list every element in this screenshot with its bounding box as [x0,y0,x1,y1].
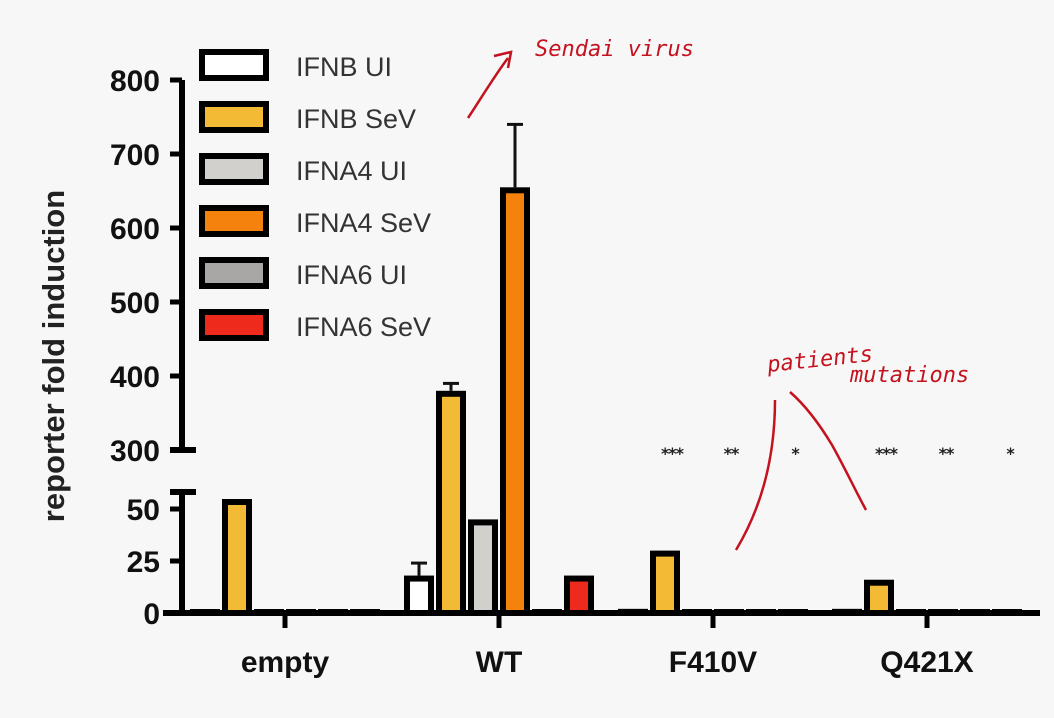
bar [832,608,862,617]
legend-swatch [199,101,269,133]
x-category-label: empty [241,646,330,679]
legend-swatch [199,205,269,237]
y-tick-label: 500 [110,287,160,320]
bar [928,609,958,616]
y-tick-label: 400 [110,361,160,394]
bar [650,550,680,616]
bar [532,609,562,616]
bars-group [190,122,1022,617]
significance-mark: * [1006,444,1015,463]
bar [564,575,594,616]
bar [468,519,498,617]
legend-item: IFNB UI [199,49,392,82]
legend-label: IFNB SeV [296,104,416,134]
significance-mark: *** [661,444,685,463]
x-category-label: WT [476,646,523,679]
bar [254,609,284,616]
y-axis-upper: 300 400 500 600 700 800 [110,65,196,468]
x-category-label: Q421X [880,646,973,679]
bar [190,609,220,616]
annotation-mutations-text: mutations [849,363,969,388]
y-axis-lower: 0 25 50 [127,489,196,631]
bar [222,499,252,616]
bar [286,609,316,616]
y-tick-label: 25 [127,546,160,579]
bar [714,609,744,616]
legend-label: IFNA6 UI [296,260,407,290]
bar [960,609,990,616]
y-tick-label: 700 [110,139,160,172]
y-axis-title: reporter fold induction [36,190,71,522]
y-tick-label: 800 [110,65,160,98]
significance-mark: * [791,444,800,463]
legend-item: IFNA6 UI [199,257,407,290]
legend-item: IFNA4 SeV [199,205,431,238]
legend-item: IFNA6 SeV [199,309,431,342]
x-axis: empty WT F410V Q421X [163,610,1040,679]
legend-swatch [199,309,269,341]
significance-mark: ** [724,444,740,463]
x-category-label: F410V [669,646,757,679]
y-tick-label: 300 [110,435,160,468]
annotation-sendai-virus: Sendai virus [466,37,694,119]
bar [682,609,712,616]
legend-item: IFNB SeV [199,101,416,134]
bar [618,608,648,617]
bar [778,609,808,616]
y-tick-label: 50 [127,494,160,527]
significance-mark: ** [939,444,955,463]
bar [350,609,380,616]
y-tick-label: 600 [110,213,160,246]
legend-label: IFNB UI [296,52,392,82]
legend: IFNB UI IFNB SeV IFNA4 UI IFNA4 SeV IFNA6 UI… [199,49,431,342]
legend-label: IFNA4 SeV [296,208,431,238]
legend-swatch [199,153,269,185]
bar [436,381,466,616]
legend-swatch [199,49,269,81]
y-tick-label: 0 [143,598,160,631]
legend-swatch [199,257,269,289]
bar [864,579,894,616]
annotation-patients-mutations: patients mutations [734,342,969,551]
legend-label: IFNA6 SeV [296,312,431,342]
bar [896,609,926,616]
bar [500,122,530,617]
bar [992,609,1022,616]
bar [318,609,348,616]
significance-marks: *** ** * *** ** * [661,444,1016,463]
legend-label: IFNA4 UI [296,156,407,186]
bar [746,609,776,616]
significance-mark: *** [875,444,899,463]
annotation-sendai-text: Sendai virus [535,37,694,62]
legend-item: IFNA4 UI [199,153,407,186]
bar [404,561,434,616]
